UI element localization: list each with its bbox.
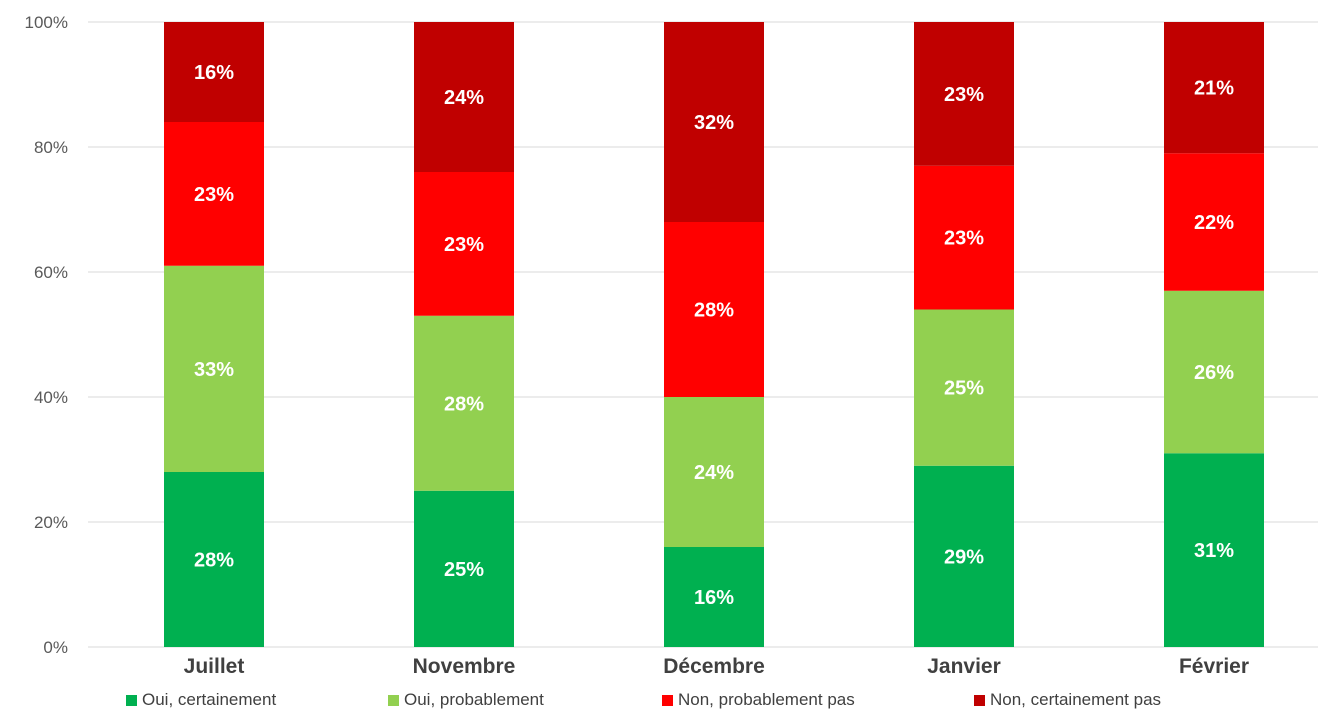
x-category-label: Janvier — [927, 655, 1001, 678]
data-label: 31% — [1194, 540, 1234, 562]
data-label: 29% — [944, 546, 984, 568]
y-tick-label: 80% — [34, 138, 68, 157]
y-axis-tick-labels: 0% 20% 40% 60% 80% 100% — [25, 13, 68, 657]
y-tick-label: 100% — [25, 13, 68, 32]
legend-label: Oui, probablement — [404, 690, 544, 709]
legend-swatch — [126, 694, 137, 706]
y-tick-label: 0% — [43, 638, 68, 657]
legend-swatch — [974, 694, 985, 706]
bar-segment — [914, 165, 1014, 310]
bar-segment — [164, 122, 264, 266]
legend-swatch — [662, 694, 673, 706]
bar-segment — [914, 309, 1014, 466]
chart-legend: Oui, certainement Oui, probablement Non, p… — [0, 690, 1320, 714]
bar-segment — [414, 315, 514, 491]
y-tick-label: 20% — [34, 513, 68, 532]
legend-label: Non, probablement pas — [678, 690, 855, 709]
x-axis-category-labels: Juillet Novembre Décembre Janvier Février — [184, 655, 1249, 678]
y-tick-label: 40% — [34, 388, 68, 407]
bar-segment — [664, 222, 764, 397]
bar-segment — [1164, 22, 1264, 154]
bar-segment — [914, 465, 1014, 647]
legend-item: Oui, certainement — [126, 690, 276, 710]
data-label: 23% — [944, 84, 984, 106]
bar-segment — [414, 22, 514, 172]
bar-segment — [164, 22, 264, 122]
bar-segment — [164, 472, 264, 647]
bar-segment — [914, 22, 1014, 166]
data-label: 22% — [1194, 212, 1234, 234]
x-category-label: Novembre — [413, 655, 516, 678]
data-label: 16% — [194, 62, 234, 84]
data-label: 25% — [944, 378, 984, 400]
data-labels: 28% 33% 23% 16% 25% 28% 23% 24% 16% 24% 28% 32% 29% 2… — [194, 62, 1234, 609]
legend-label: Oui, certainement — [142, 690, 277, 709]
x-category-label: Décembre — [663, 655, 765, 678]
legend-item: Non, probablement pas — [662, 690, 855, 710]
legend-label: Non, certainement pas — [990, 690, 1162, 709]
bar-segment — [664, 397, 764, 547]
data-label: 24% — [444, 87, 484, 109]
legend-item: Non, certainement pas — [974, 690, 1161, 710]
legend-item: Oui, probablement — [388, 690, 544, 710]
data-label: 23% — [194, 184, 234, 206]
data-label: 33% — [194, 359, 234, 381]
data-label: 16% — [694, 587, 734, 609]
data-label: 32% — [694, 112, 734, 134]
bars — [164, 22, 1264, 647]
bar-segment — [1164, 153, 1264, 291]
data-label: 25% — [444, 559, 484, 581]
data-label: 21% — [1194, 78, 1234, 100]
data-label: 23% — [444, 234, 484, 256]
data-label: 24% — [694, 462, 734, 484]
x-category-label: Février — [1179, 655, 1249, 678]
bar-segment — [414, 490, 514, 647]
data-label: 23% — [944, 228, 984, 250]
bar-segment — [1164, 290, 1264, 454]
bar-segment — [664, 547, 764, 647]
bar-segment — [414, 172, 514, 316]
bar-segment — [1164, 453, 1264, 647]
data-label: 28% — [194, 550, 234, 572]
legend-swatch — [388, 694, 399, 706]
data-label: 28% — [444, 393, 484, 415]
data-label: 28% — [694, 300, 734, 322]
bar-segment — [664, 22, 764, 222]
x-category-label: Juillet — [184, 655, 245, 678]
stacked-bar-chart: 0% 20% 40% 60% 80% 100% 28% 33% 23% 16% 25% 28% 23%… — [25, 13, 1318, 678]
y-tick-label: 60% — [34, 263, 68, 282]
bar-segment — [164, 265, 264, 472]
data-label: 26% — [1194, 362, 1234, 384]
